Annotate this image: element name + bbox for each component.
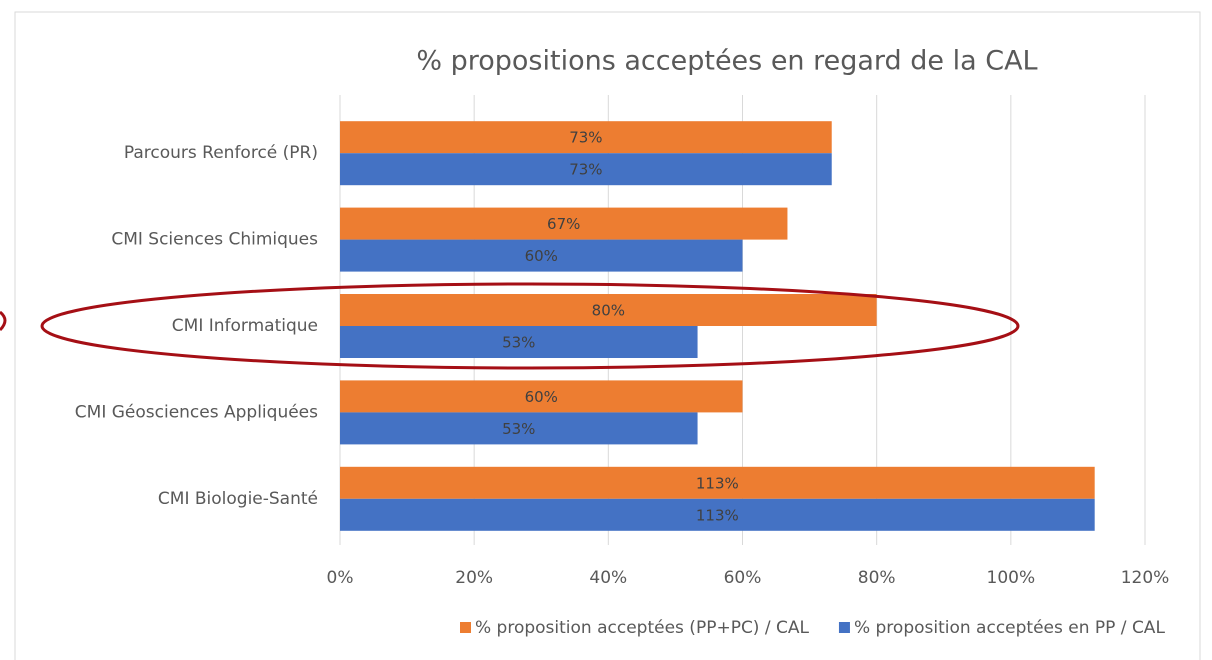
legend-swatch	[838, 622, 850, 633]
data-label: 53%	[502, 334, 535, 352]
bar	[340, 466, 1095, 499]
bar	[340, 294, 877, 326]
bar	[340, 121, 832, 154]
bar	[340, 412, 698, 445]
data-label: 113%	[696, 506, 739, 524]
data-label: 73%	[569, 129, 602, 147]
data-label: 67%	[547, 215, 580, 233]
x-tick-label: 0%	[327, 568, 354, 588]
legend-label: % proposition acceptées en PP / CAL	[854, 618, 1165, 638]
x-tick-label: 120%	[1121, 568, 1170, 588]
x-tick-label: 20%	[455, 568, 493, 588]
x-tick-label: 60%	[724, 568, 762, 588]
data-label: 53%	[502, 420, 535, 438]
bar	[340, 380, 743, 413]
data-label: 60%	[525, 247, 558, 265]
chart-title: % propositions acceptées en regard de la…	[416, 46, 1037, 77]
x-tick-label: 100%	[987, 568, 1036, 588]
y-tick-label: CMI Informatique	[172, 316, 318, 336]
bar	[340, 326, 698, 358]
y-tick-label: CMI Géosciences Appliquées	[75, 402, 318, 422]
data-label: 80%	[592, 302, 625, 320]
legend-label: % proposition acceptées (PP+PC) / CAL	[475, 618, 809, 638]
y-tick-label: CMI Sciences Chimiques	[111, 230, 318, 250]
highlight-arc	[0, 310, 7, 332]
data-label: 113%	[696, 474, 739, 492]
bar	[340, 153, 832, 186]
bar	[340, 239, 743, 272]
bar	[340, 498, 1095, 531]
highlight-ellipse	[40, 282, 1020, 370]
legend-swatch	[460, 622, 471, 633]
data-label: 73%	[569, 161, 602, 179]
y-tick-label: CMI Biologie-Santé	[158, 489, 318, 509]
data-label: 60%	[525, 388, 558, 406]
bar	[340, 207, 788, 240]
x-tick-label: 40%	[589, 568, 627, 588]
y-tick-label: Parcours Renforcé (PR)	[124, 143, 318, 163]
x-tick-label: 80%	[858, 568, 896, 588]
